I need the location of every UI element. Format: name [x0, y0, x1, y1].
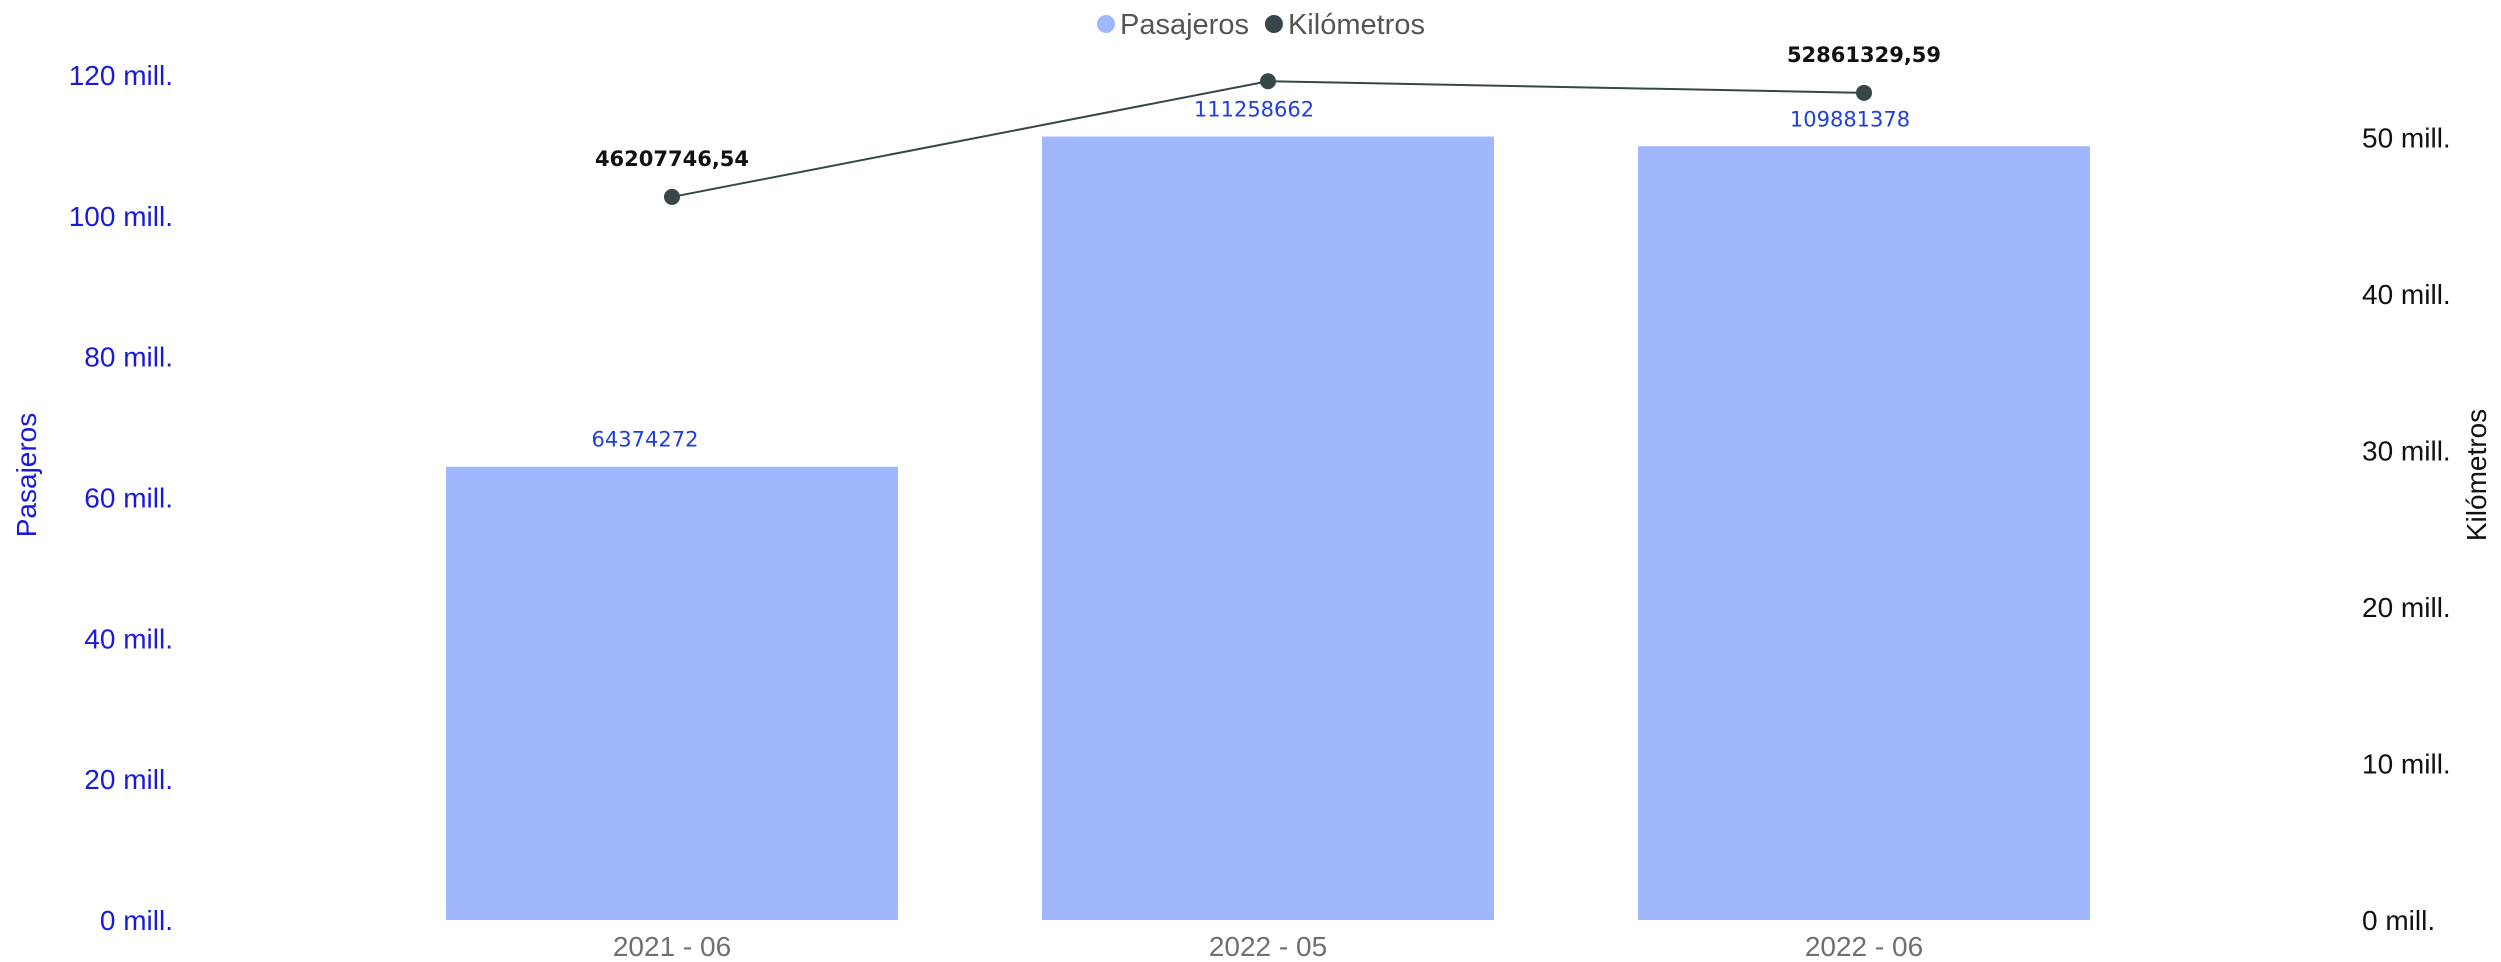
bar-1 — [446, 466, 898, 920]
bars-series — [446, 136, 2090, 921]
left-tick-label: 60 mill. — [84, 483, 173, 514]
right-tick-label: 20 mill. — [2362, 592, 2451, 623]
right-y-axis: 0 mill. 10 mill. 20 mill. 30 mill. 40 mill. 5… — [2362, 123, 2451, 936]
right-tick-label: 10 mill. — [2362, 749, 2451, 780]
bar-2 — [1042, 136, 1494, 920]
legend-label-1: Pasajeros — [1120, 9, 1249, 41]
x-tick-label: 2021 - 06 — [613, 931, 731, 962]
left-tick-label: 40 mill. — [84, 623, 173, 654]
x-tick-label: 2022 - 06 — [1805, 931, 1923, 962]
right-tick-label: 30 mill. — [2362, 436, 2451, 467]
legend-marker-1 — [1097, 15, 1115, 33]
legend-label-2: Kilómetros — [1288, 9, 1425, 41]
right-tick-label: 40 mill. — [2362, 279, 2451, 310]
bar-value-label: 64374272 — [592, 428, 699, 452]
right-axis-title: Kilómetros — [2461, 409, 2492, 541]
right-tick-label: 0 mill. — [2362, 905, 2435, 936]
right-tick-label: 50 mill. — [2362, 123, 2451, 154]
left-tick-label: 20 mill. — [84, 764, 173, 795]
left-y-axis: 0 mill. 20 mill. 40 mill. 60 mill. 80 mill. 1… — [69, 60, 173, 936]
line-value-label: 52861329,59 — [1787, 43, 1941, 67]
line-point-2 — [1260, 73, 1276, 90]
x-axis: 2021 - 06 2022 - 05 2022 - 06 — [613, 931, 1923, 962]
left-tick-label: 100 mill. — [69, 201, 173, 232]
bar-labels: 64374272 111258662 109881378 — [592, 98, 1911, 452]
bar-value-label: 109881378 — [1790, 107, 1910, 131]
bar-value-label: 111258662 — [1194, 98, 1314, 122]
line-value-label: 46207746,54 — [595, 147, 749, 171]
left-tick-label: 0 mill. — [100, 905, 173, 936]
x-tick-label: 2022 - 05 — [1209, 931, 1327, 962]
line-point-3 — [1856, 84, 1872, 101]
line-series: 46207746,54 52861329,59 — [595, 43, 1941, 205]
left-axis-title: Pasajeros — [11, 413, 42, 538]
bar-3 — [1638, 146, 2090, 921]
left-tick-label: 120 mill. — [69, 60, 173, 91]
legend-marker-2 — [1264, 15, 1283, 33]
legend: Pasajeros Kilómetros — [1097, 9, 1425, 41]
left-tick-label: 80 mill. — [84, 342, 173, 373]
line-point-1 — [664, 188, 680, 205]
